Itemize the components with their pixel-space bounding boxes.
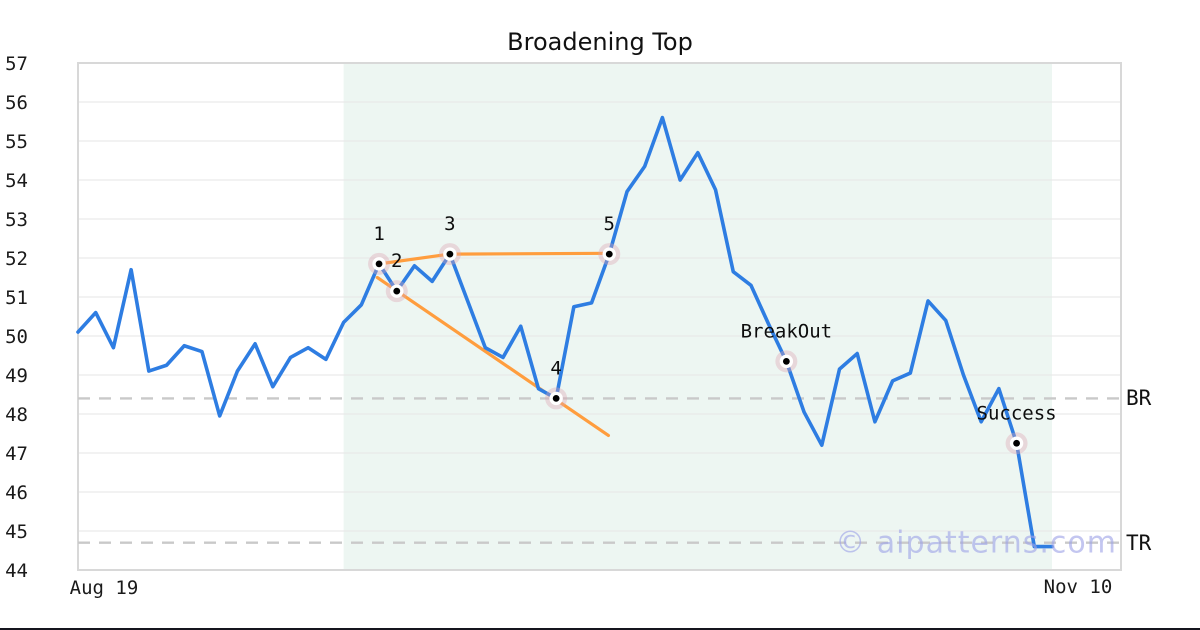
pivot-label-4: 4 (550, 357, 561, 379)
pivot-dot-2 (393, 287, 401, 295)
pivot-dot-breakout (782, 357, 790, 365)
watermark: © aipatterns.com (835, 525, 1117, 561)
pivot-label-3: 3 (444, 213, 455, 235)
pivot-dot-1 (375, 260, 383, 268)
y-tick-label: 56 (5, 92, 28, 114)
pivot-label-2: 2 (391, 250, 402, 272)
bottom-border-rule (0, 628, 1200, 630)
pivot-label-breakout: BreakOut (741, 320, 833, 342)
y-tick-label: 50 (5, 326, 28, 348)
pivot-dot-5 (605, 250, 613, 258)
pivot-dot-4 (552, 395, 560, 402)
y-tick-label: 49 (5, 365, 28, 387)
pivot-label-success: Success (977, 402, 1057, 424)
y-tick-label: 54 (5, 170, 28, 192)
plot-border (77, 62, 1122, 571)
y-tick-label: 48 (5, 404, 28, 426)
pivot-label-1: 1 (373, 223, 384, 245)
y-tick-label: 44 (5, 560, 28, 582)
pattern-shaded-region (343, 63, 1052, 570)
y-tick-label: 46 (5, 482, 28, 504)
pivot-dot-3 (446, 250, 454, 258)
chart-title: Broadening Top (507, 28, 693, 56)
pivot-dot-success (1013, 439, 1020, 447)
y-tick-label: 51 (5, 287, 28, 309)
breakout-level-label: BR (1126, 386, 1152, 411)
x-tick-start-date: Aug 19 (69, 577, 139, 599)
target-level-label: TR (1126, 530, 1152, 555)
pivot-label-5: 5 (604, 213, 615, 235)
y-tick-label: 45 (5, 521, 28, 543)
x-tick-end-date: Nov 10 (1043, 576, 1113, 598)
price-line (76, 115, 1054, 549)
trendline-lower (375, 275, 610, 438)
y-tick-label: 57 (5, 53, 28, 75)
y-tick-label: 53 (5, 209, 28, 231)
y-tick-label: 52 (5, 248, 28, 270)
y-tick-label: 55 (5, 131, 28, 153)
y-tick-label: 47 (5, 443, 28, 465)
